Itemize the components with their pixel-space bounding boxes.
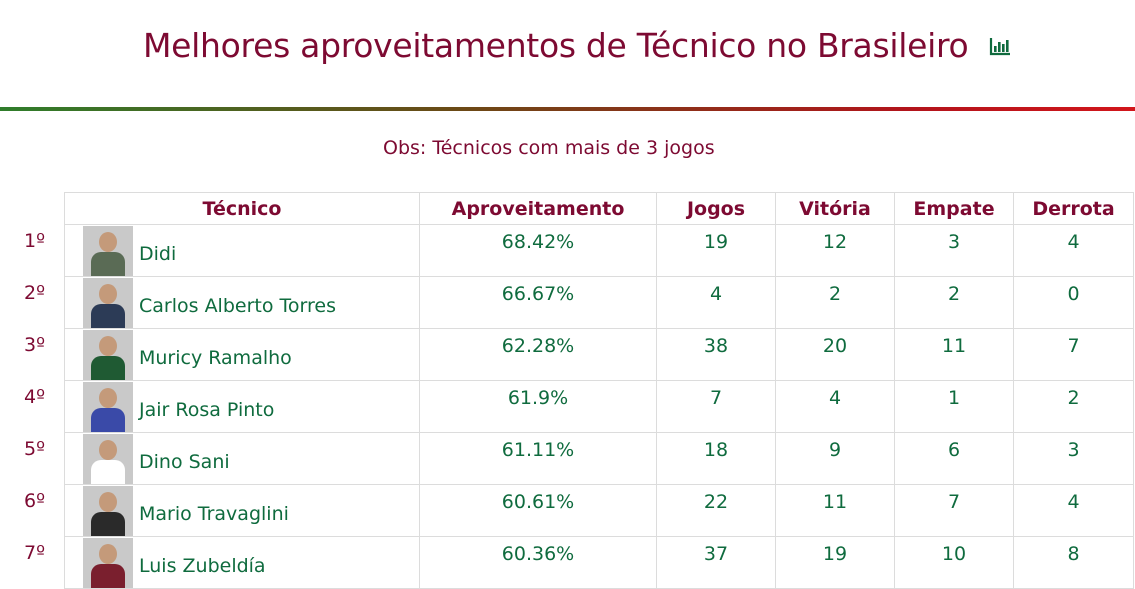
cell-aproveitamento: 61.9% [419,380,657,433]
page-title: Melhores aproveitamentos de Técnico no B… [143,26,1011,67]
cell-derrota: 8 [1013,536,1134,589]
coach-info: Carlos Alberto Torres [65,277,419,328]
table-row: Mario Travaglini 60.61% 22 11 7 4 [64,484,1134,537]
cell-vitoria: 19 [775,536,895,589]
coach-info: Dino Sani [65,433,419,484]
header-jogos[interactable]: Jogos [656,192,776,225]
header-vitoria[interactable]: Vitória [775,192,895,225]
cell-aproveitamento: 60.61% [419,484,657,537]
cell-tecnico: Carlos Alberto Torres [64,276,420,329]
cell-tecnico: Dino Sani [64,432,420,485]
cell-jogos: 18 [656,432,776,485]
coach-name[interactable]: Muricy Ramalho [139,346,292,369]
cell-derrota: 3 [1013,432,1134,485]
cell-empate: 7 [894,484,1014,537]
cell-tecnico: Mario Travaglini [64,484,420,537]
table-row: Muricy Ramalho 62.28% 38 20 11 7 [64,328,1134,381]
coach-avatar [83,225,133,276]
cell-jogos: 38 [656,328,776,381]
coach-info: Jair Rosa Pinto [65,381,419,432]
coach-avatar [83,433,133,484]
cell-aproveitamento: 68.42% [419,224,657,277]
cell-vitoria: 11 [775,484,895,537]
cell-derrota: 0 [1013,276,1134,329]
cell-tecnico: Didi [64,224,420,277]
cell-derrota: 4 [1013,484,1134,537]
cell-jogos: 4 [656,276,776,329]
cell-jogos: 37 [656,536,776,589]
ranking-table: Técnico Aproveitamento Jogos Vitória Emp… [64,192,1134,589]
rank-position: 1º [24,230,46,252]
cell-tecnico: Jair Rosa Pinto [64,380,420,433]
coach-info: Muricy Ramalho [65,329,419,380]
coach-avatar [83,277,133,328]
coach-name[interactable]: Luis Zubeldía [139,554,266,577]
cell-empate: 11 [894,328,1014,381]
cell-vitoria: 12 [775,224,895,277]
cell-empate: 10 [894,536,1014,589]
table-row: Dino Sani 61.11% 18 9 6 3 [64,432,1134,485]
table-row: Jair Rosa Pinto 61.9% 7 4 1 2 [64,380,1134,433]
coach-avatar [83,381,133,432]
cell-derrota: 7 [1013,328,1134,381]
coach-name[interactable]: Carlos Alberto Torres [139,294,336,317]
cell-empate: 6 [894,432,1014,485]
rank-position: 2º [24,282,46,304]
coach-info: Mario Travaglini [65,485,419,536]
bar-chart-icon[interactable] [989,25,1011,64]
header-derrota[interactable]: Derrota [1013,192,1134,225]
rank-position: 5º [24,438,46,460]
cell-jogos: 7 [656,380,776,433]
cell-vitoria: 9 [775,432,895,485]
table-row: Didi 68.42% 19 12 3 4 [64,224,1134,277]
coach-avatar [83,537,133,588]
coach-name[interactable]: Jair Rosa Pinto [139,398,275,421]
header-tecnico[interactable]: Técnico [64,192,420,225]
cell-tecnico: Luis Zubeldía [64,536,420,589]
rank-position: 7º [24,542,46,564]
cell-empate: 3 [894,224,1014,277]
note-text: Obs: Técnicos com mais de 3 jogos [383,137,715,159]
title-divider [0,107,1135,111]
cell-jogos: 22 [656,484,776,537]
header-empate[interactable]: Empate [894,192,1014,225]
cell-derrota: 4 [1013,224,1134,277]
coach-avatar [83,485,133,536]
rank-position: 3º [24,334,46,356]
cell-jogos: 19 [656,224,776,277]
page-title-text: Melhores aproveitamentos de Técnico no B… [143,26,969,65]
coach-info: Luis Zubeldía [65,537,419,588]
cell-aproveitamento: 61.11% [419,432,657,485]
cell-vitoria: 2 [775,276,895,329]
cell-aproveitamento: 60.36% [419,536,657,589]
cell-aproveitamento: 62.28% [419,328,657,381]
coach-name[interactable]: Didi [139,242,177,265]
header-aproveitamento[interactable]: Aproveitamento [419,192,657,225]
coach-avatar [83,329,133,380]
rank-position: 4º [24,386,46,408]
table-row: Luis Zubeldía 60.36% 37 19 10 8 [64,536,1134,589]
coach-name[interactable]: Mario Travaglini [139,502,289,525]
coach-info: Didi [65,225,419,276]
table-row: Carlos Alberto Torres 66.67% 4 2 2 0 [64,276,1134,329]
cell-empate: 1 [894,380,1014,433]
cell-tecnico: Muricy Ramalho [64,328,420,381]
cell-vitoria: 4 [775,380,895,433]
coach-name[interactable]: Dino Sani [139,450,230,473]
rank-position: 6º [24,490,46,512]
cell-aproveitamento: 66.67% [419,276,657,329]
table-header-row: Técnico Aproveitamento Jogos Vitória Emp… [64,192,1134,225]
cell-derrota: 2 [1013,380,1134,433]
cell-empate: 2 [894,276,1014,329]
cell-vitoria: 20 [775,328,895,381]
